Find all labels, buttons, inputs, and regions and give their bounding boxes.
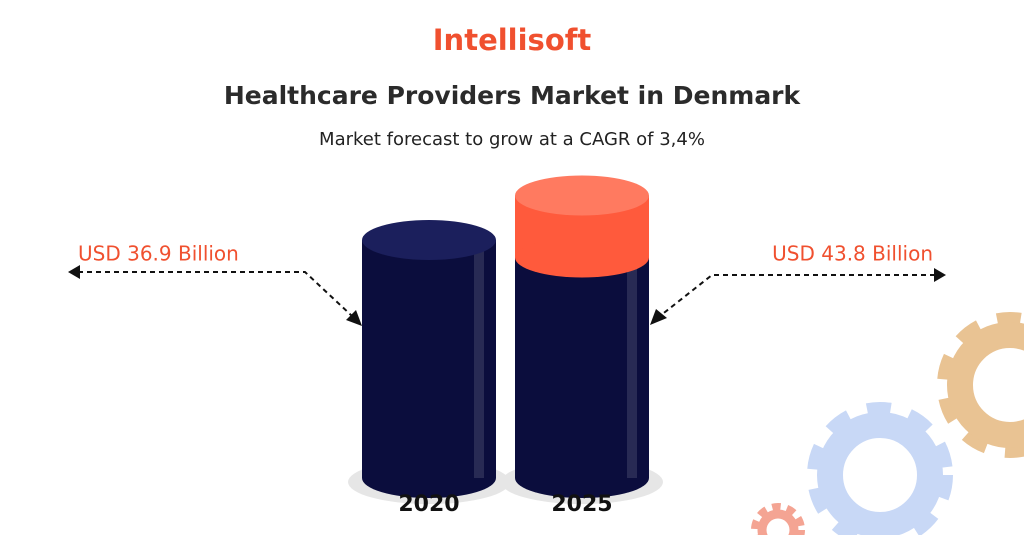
bar-highlight [474,239,484,478]
category-label: 2025 [551,492,612,517]
value-label: USD 43.8 Billion [772,242,933,266]
chart-title: Healthcare Providers Market in Denmark [224,81,802,110]
bar-top [515,175,649,216]
bar-cap-edge [515,237,649,278]
gear-decoration [751,312,1024,535]
brand-logo: Intellisoft [433,23,592,57]
bar [362,239,496,478]
pointer-arrows [68,265,946,326]
chart-subtitle: Market forecast to grow at a CAGR of 3,4… [319,129,705,150]
category-label: 2020 [398,492,459,517]
value-label: USD 36.9 Billion [78,242,239,266]
bar-top [362,219,496,260]
bar-highlight [627,195,637,479]
